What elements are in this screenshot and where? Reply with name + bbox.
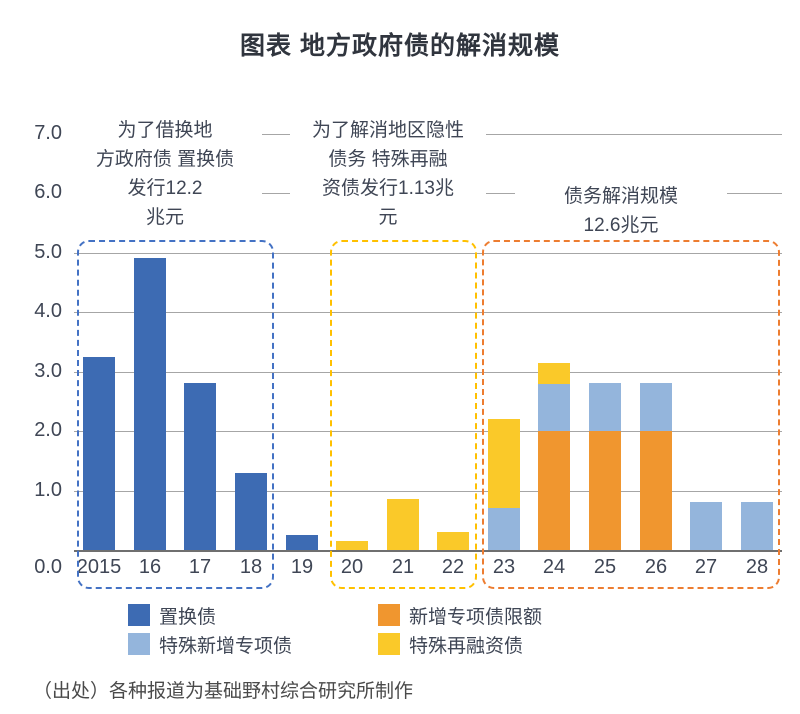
bar-segment-22 <box>437 532 469 550</box>
x-tick-label: 25 <box>593 556 617 578</box>
bar-segment-18 <box>235 473 267 550</box>
y-tick-label: 4.0 <box>34 300 62 322</box>
gridline-4.0 <box>74 312 782 313</box>
gridline-5.0 <box>74 253 782 254</box>
legend-label: 置换债 <box>159 606 217 628</box>
legend-item-2: 新增专项债限额 <box>378 603 543 628</box>
bar-segment-23 <box>488 419 520 508</box>
bar-segment-23 <box>488 508 520 550</box>
bar-segment-21 <box>387 499 419 550</box>
bar-segment-25 <box>589 383 621 431</box>
x-tick-label: 18 <box>239 556 263 578</box>
x-tick-label: 23 <box>492 556 516 578</box>
annotation-special-refinancing: 为了解消地区隐性 债务 特殊再融 资债发行1.13兆 元 <box>290 116 486 232</box>
x-tick-label: 24 <box>542 556 566 578</box>
bar-segment-20 <box>336 541 368 550</box>
y-tick-label: 7.0 <box>34 122 62 144</box>
legend-label: 特殊再融资债 <box>409 635 524 657</box>
bar-segment-28 <box>741 502 773 550</box>
bar-segment-25 <box>589 431 621 550</box>
y-tick-label: 5.0 <box>34 241 62 263</box>
bar-segment-17 <box>184 383 216 550</box>
x-tick-label: 26 <box>644 556 668 578</box>
legend-item-3: 特殊新增专项债 <box>128 632 378 657</box>
x-axis-line <box>74 550 782 552</box>
annotation-swap-bonds: 为了借换地 方政府债 置换债 发行12.2 兆元 <box>68 116 262 232</box>
legend-swatch-icon <box>128 604 150 626</box>
legend-swatch-icon <box>128 633 150 655</box>
legend-swatch-icon <box>378 604 400 626</box>
source-note: （出处）各种报道为基础野村综合研究所制作 <box>33 681 414 702</box>
x-tick-label: 27 <box>694 556 718 578</box>
y-tick-label: 6.0 <box>34 181 62 203</box>
legend-item-1: 置换债 <box>128 603 378 628</box>
special-refinancing-box <box>330 240 477 589</box>
legend: 置换债 新增专项债限额特殊新增专项债 特殊再融资债 <box>128 603 543 657</box>
legend-label: 特殊新增专项债 <box>159 635 293 657</box>
x-tick-label: 2015 <box>76 556 122 578</box>
y-tick-label: 2.0 <box>34 419 62 441</box>
x-tick-label: 19 <box>290 556 314 578</box>
x-tick-label: 21 <box>391 556 415 578</box>
debt-resolution-box <box>482 240 780 589</box>
legend-label: 新增专项债限额 <box>409 606 543 628</box>
x-tick-label: 28 <box>745 556 769 578</box>
gridline-1.0 <box>74 491 782 492</box>
legend-swatch-icon <box>378 633 400 655</box>
bar-segment-2015 <box>83 357 115 550</box>
y-tick-label: 1.0 <box>34 479 62 501</box>
bar-segment-26 <box>640 431 672 550</box>
y-tick-label: 3.0 <box>34 360 62 382</box>
x-tick-label: 17 <box>188 556 212 578</box>
gridline-3.0 <box>74 372 782 373</box>
legend-item-4: 特殊再融资债 <box>378 632 542 657</box>
x-tick-label: 16 <box>138 556 162 578</box>
bar-segment-27 <box>690 502 722 550</box>
x-tick-label: 20 <box>340 556 364 578</box>
y-tick-label: 0.0 <box>34 556 62 578</box>
swap-bonds-box <box>77 240 274 589</box>
gridline-2.0 <box>74 431 782 432</box>
annotation-debt-resolution: 债务解消规模 12.6兆元 <box>515 182 727 240</box>
bar-segment-16 <box>134 258 166 550</box>
bar-segment-24 <box>538 431 570 550</box>
bar-segment-24 <box>538 363 570 384</box>
bar-segment-19 <box>286 535 318 550</box>
bar-segment-24 <box>538 383 570 431</box>
bar-segment-26 <box>640 383 672 431</box>
chart-title: 图表 地方政府债的解消规模 <box>240 32 560 60</box>
x-tick-label: 22 <box>441 556 465 578</box>
